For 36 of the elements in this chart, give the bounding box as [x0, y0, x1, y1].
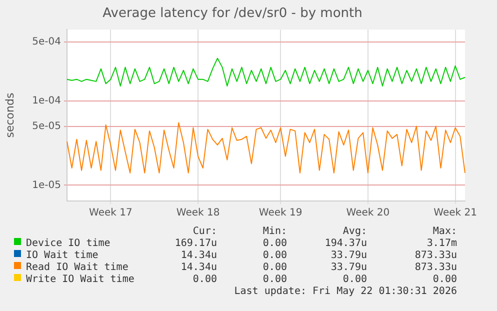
text: 169.17u	[174, 238, 217, 249]
text: 0.00	[192, 274, 217, 285]
x-tick-label: Week 21	[434, 208, 477, 219]
text: Max:	[432, 226, 457, 237]
text: Avg:	[342, 226, 367, 237]
text: 14.34u	[180, 250, 217, 261]
legend-label: Device IO time	[26, 238, 110, 249]
y-tick-label: 1e-04	[32, 95, 61, 106]
text: 873.33u	[414, 262, 457, 273]
chart-title: Average latency for /dev/sr0 - by month	[102, 6, 362, 22]
text: 194.37u	[324, 238, 367, 249]
text: 14.34u	[180, 262, 217, 273]
text: 0.00	[342, 274, 367, 285]
x-tick-label: Week 19	[258, 208, 302, 219]
y-tick-label: 1e-05	[32, 180, 61, 191]
x-tick-label: Week 18	[176, 208, 220, 219]
y-axis-title: seconds	[3, 92, 16, 138]
text: 0.00	[432, 274, 457, 285]
y-tick-label: 5e-05	[32, 120, 61, 132]
x-tick-label: Week 20	[346, 208, 390, 219]
x-tick-label: Week 17	[89, 208, 132, 219]
legend-label: Write IO Wait time	[26, 274, 134, 285]
text: 0.00	[262, 274, 287, 285]
text: 3.17m	[426, 238, 457, 249]
text: 33.79u	[330, 262, 367, 273]
legend-label: Read IO Wait time	[26, 262, 128, 273]
text: Min:	[262, 226, 287, 237]
text: 33.79u	[330, 250, 367, 261]
text: 0.00	[262, 238, 287, 249]
text: 0.00	[262, 262, 287, 273]
text: Last update: Fri May 22 01:30:31 2026	[234, 286, 457, 297]
y-tick-label: 5e-04	[32, 36, 61, 48]
legend-label: IO Wait time	[26, 250, 98, 261]
text: Cur:	[192, 226, 217, 237]
text: 0.00	[262, 250, 287, 261]
text: 873.33u	[414, 250, 457, 261]
